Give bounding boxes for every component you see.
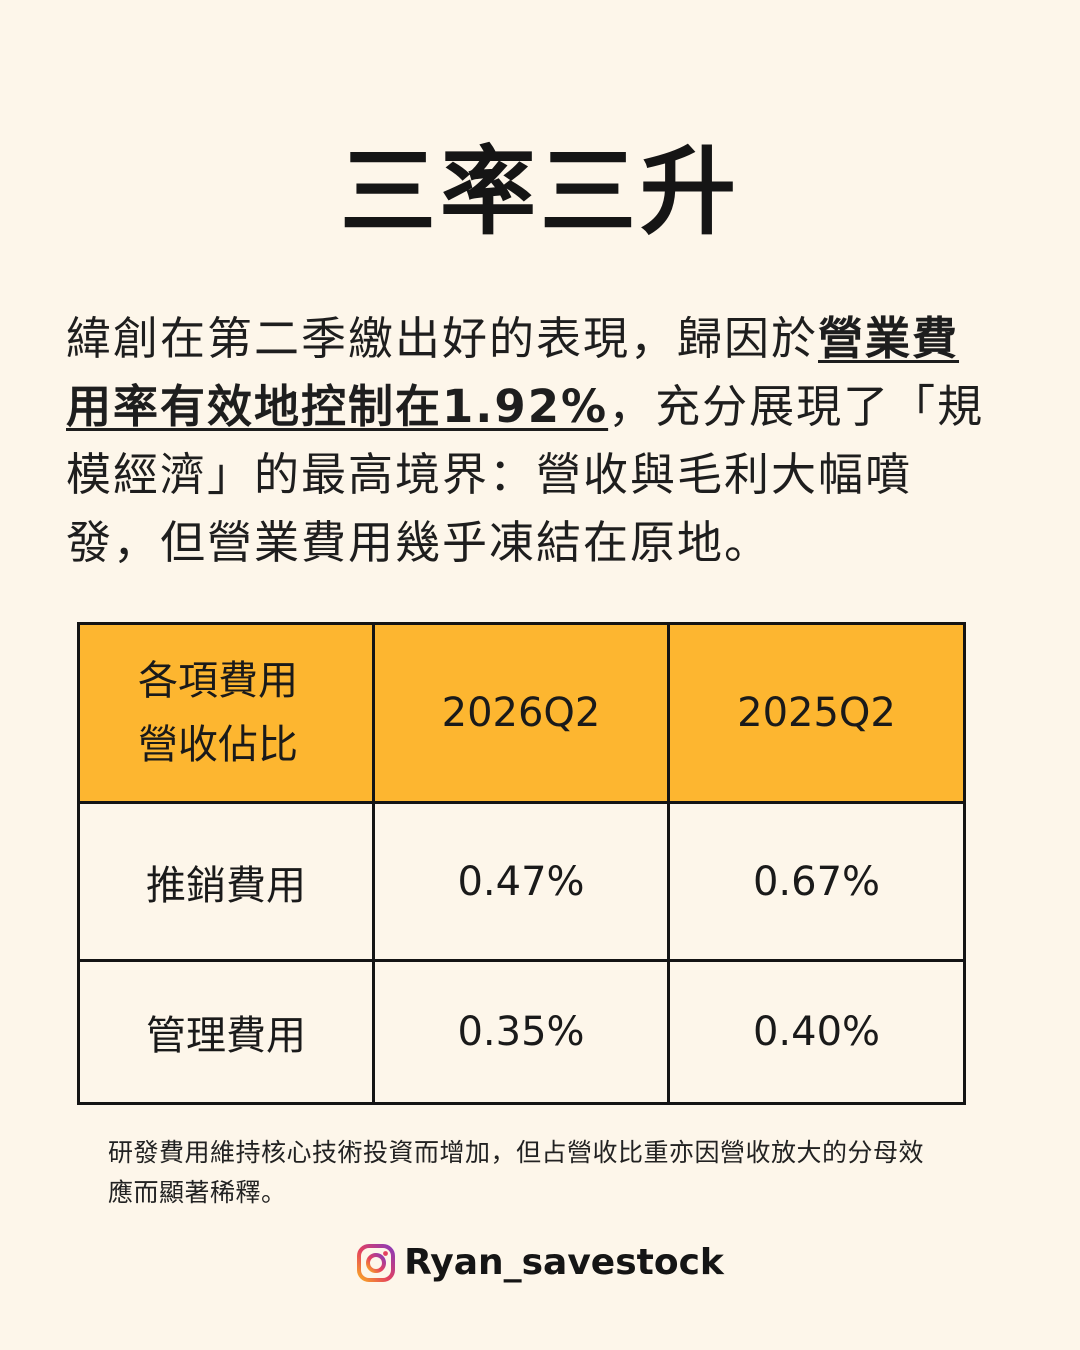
table-row: 管理費用 0.35% 0.40% <box>77 959 966 1105</box>
intro-text-1: 緯創在第二季繳出好的表現，歸因於 <box>66 312 819 365</box>
table-row: 推銷費用 0.47% 0.67% <box>77 801 966 962</box>
cell-admin-2025q2: 0.40% <box>667 959 966 1105</box>
cell-selling-2026q2: 0.47% <box>372 801 670 962</box>
table-header-label: 各項費用 營收佔比 <box>77 622 375 804</box>
social-handle[interactable]: Ryan_savestock <box>0 1242 1080 1283</box>
instagram-icon <box>356 1243 396 1283</box>
footnote: 研發費用維持核心技術投資而增加，但占營收比重亦因營收放大的分母效應而顯著稀釋。 <box>108 1138 925 1207</box>
column-header-2026q2: 2026Q2 <box>372 622 670 804</box>
row-label-admin-expense: 管理費用 <box>77 959 375 1105</box>
intro-emphasis: 營業費用率有效地控制在1.92% <box>66 312 960 433</box>
intro-text-2: ，充分展現了「規模經濟」的最高境界：營收與毛利大幅噴發，但營業費用幾乎凍結在原地… <box>66 380 985 569</box>
intro-paragraph: 緯創在第二季繳出好的表現，歸因於營業費用率有效地控制在1.92%，充分展現了「規… <box>66 305 996 577</box>
handle-text: Ryan_savestock <box>404 1242 724 1283</box>
page-title: 三率三升 <box>340 136 740 248</box>
row-label-selling-expense: 推銷費用 <box>77 801 375 962</box>
cell-admin-2026q2: 0.35% <box>372 959 670 1105</box>
column-header-2025q2: 2025Q2 <box>667 622 966 804</box>
cell-selling-2025q2: 0.67% <box>667 801 966 962</box>
expense-ratio-table: 各項費用 營收佔比 2026Q2 2025Q2 推銷費用 0.47% 0.67%… <box>77 622 966 1105</box>
table-header-row: 各項費用 營收佔比 2026Q2 2025Q2 <box>77 622 966 804</box>
header-line-2: 營收佔比 <box>138 722 298 768</box>
header-line-1: 各項費用 <box>138 658 298 704</box>
